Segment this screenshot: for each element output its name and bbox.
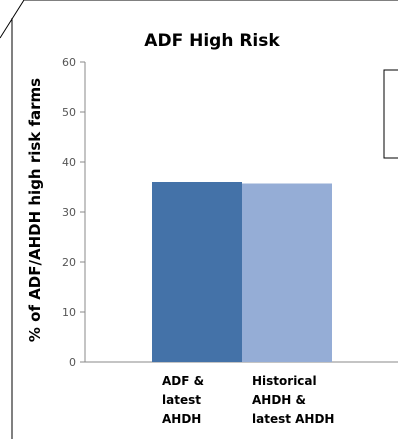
y-tick-label: 20 <box>62 256 76 269</box>
y-tick-label: 50 <box>62 106 76 119</box>
x-tick-label: AHDH <box>162 412 201 426</box>
y-axis-label: % of ADF/AHDH high risk farms <box>26 78 44 342</box>
bar <box>242 183 332 362</box>
frame-border <box>0 0 398 39</box>
x-tick-label: latest <box>162 393 201 407</box>
bar <box>152 182 242 362</box>
y-axis: 0 10 20 30 40 50 60 <box>62 56 398 369</box>
legend-box <box>383 69 398 159</box>
y-tick-label: 10 <box>62 306 76 319</box>
x-tick-label: ADF & <box>162 374 204 388</box>
x-axis-labels: ADF & latest AHDH Historical AHDH & latest AH… <box>162 374 334 426</box>
y-tick-label: 60 <box>62 56 76 69</box>
y-tick-label: 30 <box>62 206 76 219</box>
y-tick-label: 40 <box>62 156 76 169</box>
chart-title: ADF High Risk <box>144 31 280 51</box>
y-tick-label: 0 <box>69 356 76 369</box>
x-tick-label: AHDH & <box>252 393 306 407</box>
x-tick-label: Historical <box>252 374 317 388</box>
x-tick-label: latest AHDH <box>252 412 334 426</box>
bars <box>152 182 332 362</box>
